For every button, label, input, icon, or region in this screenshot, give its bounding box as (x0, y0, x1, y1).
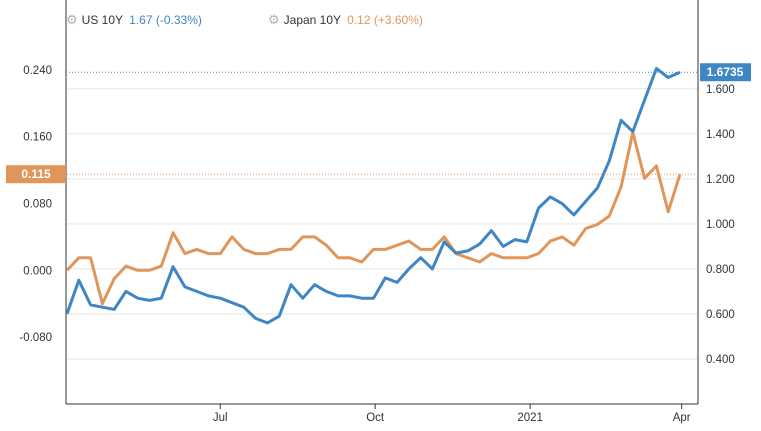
series-lines (65, 67, 682, 325)
x-axis-ticks: Jul Oct 2021 Apr (213, 404, 691, 424)
right-tick-label: 1.200 (706, 174, 735, 186)
legend-us-value: 1.67 (129, 13, 153, 27)
legend-japan-name: Japan 10Y (283, 13, 341, 27)
japan-last-value-badge (6, 165, 66, 184)
axes (65, 0, 699, 405)
left-tick-label: 0.240 (23, 65, 52, 77)
us-last-value-badge (700, 63, 751, 82)
x-tick-label: 2021 (517, 412, 543, 424)
legend-us[interactable]: ⚙ US 10Y 1.67 (-0.33%) (66, 12, 202, 28)
right-tick-label: 0.400 (706, 354, 735, 366)
legend-japan-value: 0.12 (347, 13, 371, 27)
legend-japan[interactable]: ⚙ Japan 10Y 0.12 (+3.60%) (268, 12, 423, 28)
left-tick-label: 0.080 (23, 198, 52, 210)
legend-us-name: US 10Y (81, 13, 123, 27)
left-tick-label: 0.000 (23, 265, 52, 277)
right-tick-label: 1.600 (706, 84, 735, 96)
us-last-value-text: 1.6735 (707, 65, 744, 79)
series-line-japan-10y (65, 130, 682, 306)
right-tick-label: 1.400 (706, 129, 735, 141)
left-tick-label: -0.080 (19, 332, 52, 344)
japan-last-value-text: 0.115 (21, 167, 51, 181)
legend-us-change: (-0.33%) (155, 13, 202, 27)
right-tick-label: 1.000 (706, 219, 735, 231)
x-tick-label: Oct (366, 412, 385, 424)
legend-japan-change: (+3.60%) (373, 13, 423, 27)
left-tick-label: 0.160 (23, 132, 52, 144)
x-tick-label: Jul (213, 412, 228, 424)
gear-icon[interactable]: ⚙ (268, 12, 280, 27)
right-tick-label: 0.600 (706, 309, 735, 321)
right-axis-ticks: 1.600 1.400 1.200 1.000 0.800 0.600 0.400 (706, 84, 735, 366)
left-axis-ticks: 0.240 0.160 0.080 0.000 -0.080 (19, 65, 52, 344)
last-value-badges: 1.6735 0.115 (6, 63, 751, 184)
gear-icon[interactable]: ⚙ (66, 12, 78, 27)
grid (66, 88, 698, 360)
series-line-us-10y (65, 67, 681, 325)
x-tick-label: Apr (673, 412, 691, 424)
right-tick-label: 0.800 (706, 264, 735, 276)
